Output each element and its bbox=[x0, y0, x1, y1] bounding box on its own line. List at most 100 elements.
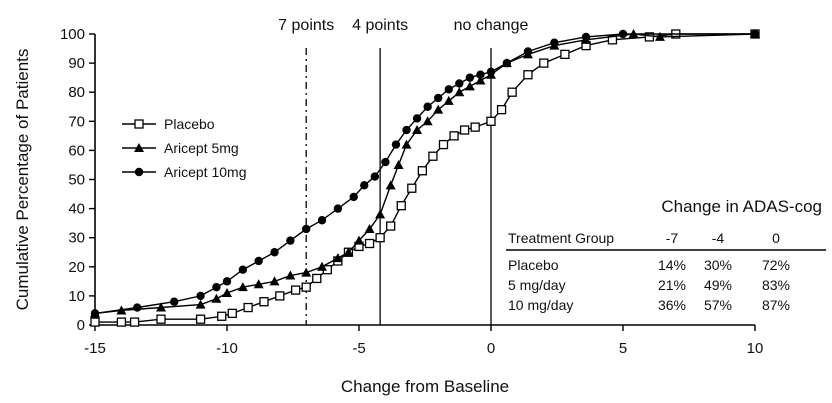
x-tick-label: -5 bbox=[352, 340, 365, 357]
data-point bbox=[459, 125, 470, 135]
legend-item: Aricept 5mg bbox=[122, 140, 239, 156]
data-point bbox=[381, 157, 390, 167]
table-cell: 30% bbox=[704, 257, 732, 273]
data-point bbox=[464, 81, 475, 91]
data-point bbox=[375, 233, 385, 243]
axes: 0 10 20 30 40 50 60 70 80 90 100 -15 -10 -5 0 5 10 Change… bbox=[13, 26, 763, 396]
data-point bbox=[476, 70, 485, 79]
data-point bbox=[550, 38, 559, 47]
data-point bbox=[434, 93, 443, 103]
table-cell: 72% bbox=[762, 257, 790, 273]
reference-line-label: no change bbox=[454, 17, 529, 34]
data-point bbox=[243, 302, 253, 313]
table-cell: 5 mg/day bbox=[508, 277, 566, 293]
data-point bbox=[270, 248, 279, 257]
data-point bbox=[396, 201, 406, 211]
data-point bbox=[412, 114, 422, 123]
data-point bbox=[195, 314, 206, 324]
data-point bbox=[443, 95, 454, 105]
data-point bbox=[301, 267, 312, 277]
data-point bbox=[238, 265, 248, 274]
data-point bbox=[312, 273, 322, 284]
y-tick-label: 100 bbox=[60, 26, 85, 43]
series-2 bbox=[90, 29, 760, 318]
data-point bbox=[217, 311, 227, 321]
data-point bbox=[211, 293, 222, 303]
adas-cog-table: Change in ADAS-cog Treatment Group -7 -4 0 Pl… bbox=[506, 197, 826, 313]
y-tick-label: 60 bbox=[68, 142, 85, 159]
x-tick-label: 10 bbox=[747, 340, 764, 357]
table-header-cell: -4 bbox=[712, 230, 725, 246]
data-point bbox=[470, 122, 480, 132]
y-tick-label: 80 bbox=[68, 84, 85, 101]
data-point bbox=[222, 277, 232, 286]
x-tick-label: 5 bbox=[619, 340, 627, 357]
legend-item: Placebo bbox=[122, 116, 215, 132]
data-point bbox=[496, 105, 507, 115]
y-tick-label: 0 bbox=[77, 317, 85, 334]
data-point bbox=[253, 279, 264, 289]
data-point bbox=[486, 116, 496, 126]
data-point bbox=[222, 287, 232, 297]
data-point bbox=[433, 104, 444, 114]
data-series bbox=[90, 29, 760, 327]
data-point bbox=[581, 32, 591, 42]
data-point bbox=[370, 172, 380, 181]
data-point bbox=[539, 58, 549, 68]
series-0 bbox=[90, 29, 760, 327]
data-point bbox=[317, 261, 328, 271]
y-tick-label: 90 bbox=[68, 55, 85, 72]
table-cell: 10 mg/day bbox=[508, 297, 573, 313]
data-point bbox=[237, 282, 248, 292]
data-point bbox=[438, 139, 449, 150]
data-point bbox=[364, 238, 375, 249]
data-point bbox=[417, 166, 428, 176]
table-header-cell: Treatment Group bbox=[508, 230, 614, 246]
data-point bbox=[486, 67, 496, 77]
table-cell: 14% bbox=[658, 257, 686, 273]
data-point bbox=[402, 125, 411, 135]
legend-label: Aricept 5mg bbox=[164, 140, 239, 156]
data-point bbox=[116, 317, 127, 327]
legend-item: Aricept 10mg bbox=[122, 164, 246, 180]
data-point bbox=[275, 291, 285, 301]
data-point bbox=[285, 270, 296, 280]
data-point bbox=[90, 309, 100, 318]
x-tick-label: 0 bbox=[487, 340, 495, 357]
y-axis-title: Cumulative Percentage of Patients bbox=[13, 49, 32, 311]
table-row: Placebo 14% 30% 72% bbox=[508, 257, 790, 273]
data-point bbox=[333, 204, 343, 213]
data-point bbox=[454, 87, 465, 97]
data-point bbox=[455, 79, 464, 88]
data-point bbox=[90, 317, 100, 327]
data-point bbox=[385, 180, 396, 190]
data-point bbox=[393, 159, 404, 169]
data-point bbox=[618, 29, 628, 39]
legend-label: Placebo bbox=[164, 116, 215, 132]
data-point bbox=[465, 73, 475, 82]
data-point bbox=[428, 151, 438, 161]
data-point bbox=[343, 247, 354, 257]
data-point bbox=[156, 302, 166, 312]
data-point bbox=[449, 131, 459, 141]
data-point bbox=[523, 70, 533, 80]
data-point bbox=[407, 183, 417, 193]
data-point bbox=[444, 85, 453, 94]
data-point bbox=[290, 285, 301, 295]
data-point bbox=[129, 317, 140, 327]
table-cell: 87% bbox=[762, 297, 790, 313]
data-point bbox=[227, 308, 237, 319]
data-point bbox=[644, 32, 655, 42]
data-point bbox=[156, 314, 166, 324]
legend-marker bbox=[134, 119, 144, 129]
y-tick-label: 40 bbox=[68, 201, 85, 218]
legend-marker bbox=[134, 143, 144, 152]
legend: Placebo Aricept 5mg Aricept 10mg bbox=[122, 116, 246, 180]
y-tick-label: 50 bbox=[68, 172, 85, 189]
data-point bbox=[317, 216, 327, 225]
data-point bbox=[654, 31, 665, 41]
table-cell: 21% bbox=[658, 277, 686, 293]
data-point bbox=[212, 282, 221, 292]
table-row: 10 mg/day 36% 57% 87% bbox=[508, 297, 790, 313]
data-point bbox=[195, 299, 206, 309]
